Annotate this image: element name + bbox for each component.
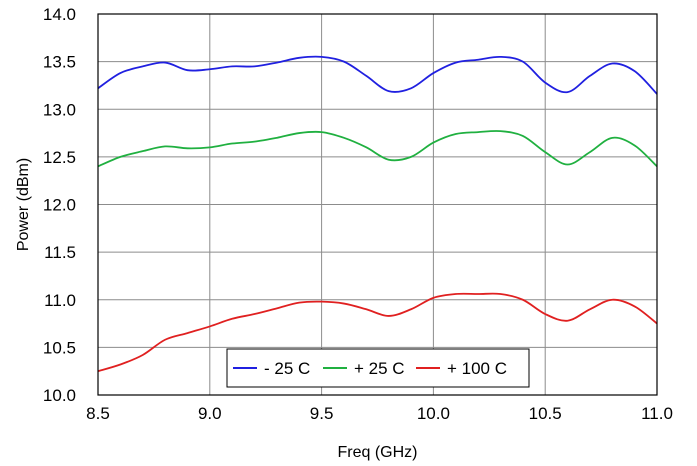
series-line-0 [97, 55, 658, 95]
x-tick-label: 9.0 [198, 404, 222, 423]
plot-area-frame [97, 13, 658, 396]
y-tick-label: 11.5 [44, 243, 76, 262]
legend: - 25 C + 25 C + 100 C [226, 348, 530, 388]
y-tick-label: 13.5 [43, 53, 76, 72]
y-tick-label: 10.5 [43, 338, 76, 357]
x-tick-label: 9.5 [310, 404, 334, 423]
series-line-2 [97, 292, 658, 373]
x-axis-label: Freq (GHz) [338, 444, 418, 461]
legend-box [226, 348, 530, 388]
legend-label-2: + 100 C [447, 359, 507, 378]
legend-label-0: - 25 C [264, 359, 310, 378]
x-tick-label: 11.0 [641, 404, 673, 423]
series-lines [97, 55, 658, 373]
y-tick-label: 10.0 [43, 386, 76, 405]
x-tick-label: 8.5 [86, 404, 110, 423]
x-axis-ticks: 8.5 9.0 9.5 10.0 10.5 11.0 [86, 404, 673, 423]
y-tick-label: 14.0 [43, 5, 76, 24]
x-tick-label: 10.0 [417, 404, 450, 423]
legend-label-1: + 25 C [354, 359, 405, 378]
y-tick-label: 13.0 [43, 100, 76, 119]
x-tick-label: 10.5 [529, 404, 562, 423]
y-tick-label: 12.5 [43, 148, 76, 167]
y-tick-label: 11.0 [44, 291, 76, 310]
y-tick-label: 12.0 [43, 196, 76, 215]
y-axis-label: Power (dBm) [15, 158, 32, 251]
series-line-1 [97, 130, 658, 168]
y-axis-ticks: 10.0 10.5 11.0 11.5 12.0 12.5 13.0 13.5 14.0 [43, 5, 76, 405]
